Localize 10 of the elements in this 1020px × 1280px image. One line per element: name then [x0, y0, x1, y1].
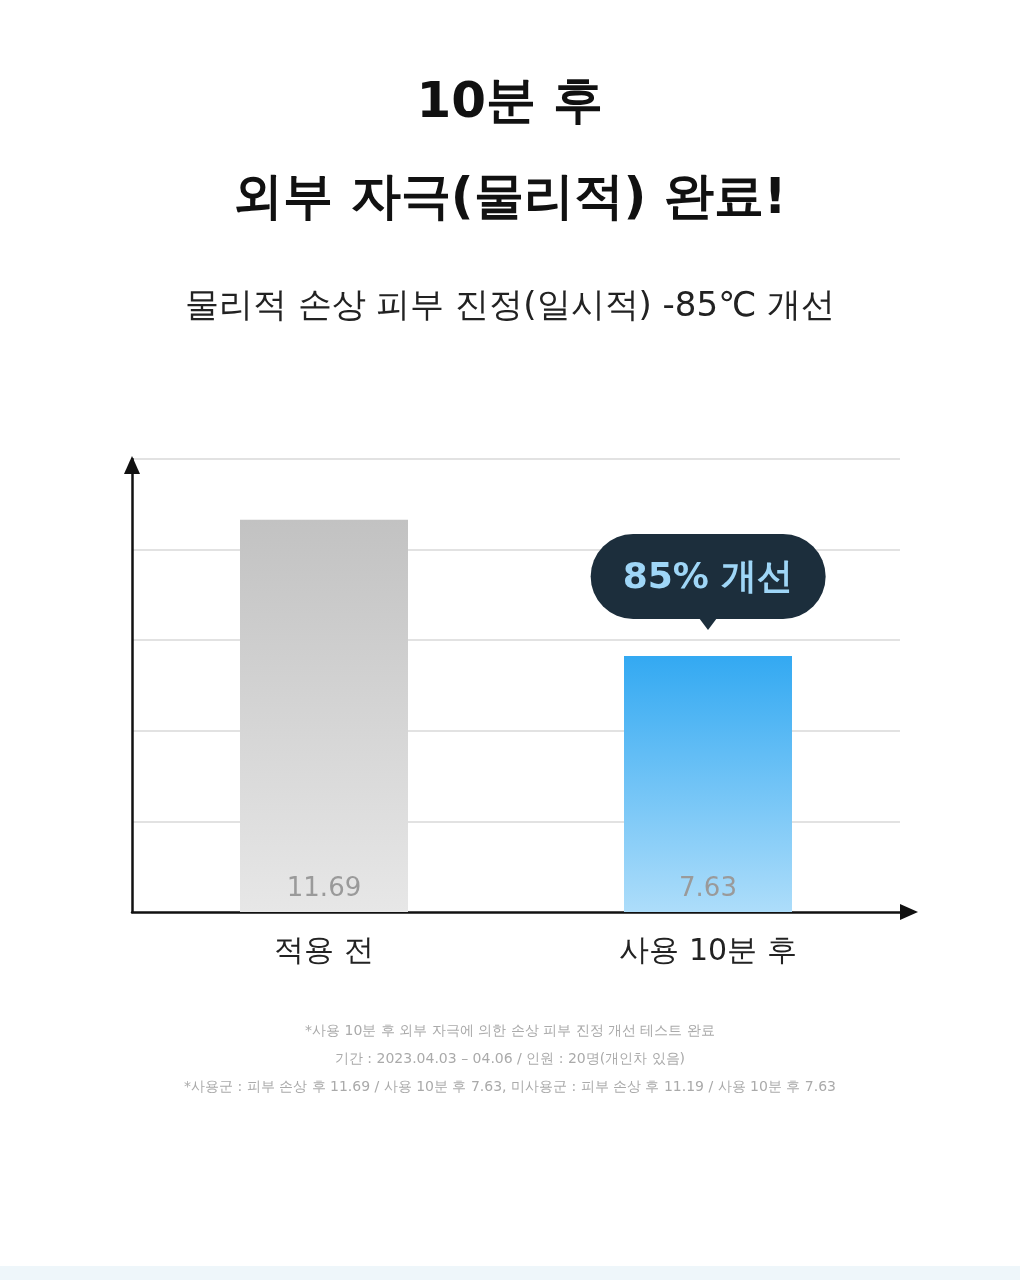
text: 기간 : 2023.04.03 – 04.06 / 인원 : 20명(개인차 있음): [333, 1049, 687, 1068]
x-tick-label: 적용 전: [274, 931, 374, 967]
x-tick-label: 사용 10분 후: [619, 931, 797, 967]
data-label: 7.63: [679, 872, 737, 902]
chart-subtitle: 물리적 손상 피부 진정(일시적) -85℃ 개선: [183, 283, 837, 326]
chart-title: 10분 후 외부 자극(물리적) 완료!: [232, 70, 788, 227]
text: *사용군 : 피부 손상 후 11.69 / 사용 10분 후 7.63, 미사용군 : 피부 손상 후 11.19 / 사용 10분 후 7.63: [183, 1077, 837, 1096]
annotation: 85% 개선: [590, 533, 826, 619]
data-label: 11.69: [286, 872, 362, 902]
text: *사용 10분 후 외부 자극에 의한 손상 피부 진정 개선 테스트 완료: [304, 1021, 716, 1040]
